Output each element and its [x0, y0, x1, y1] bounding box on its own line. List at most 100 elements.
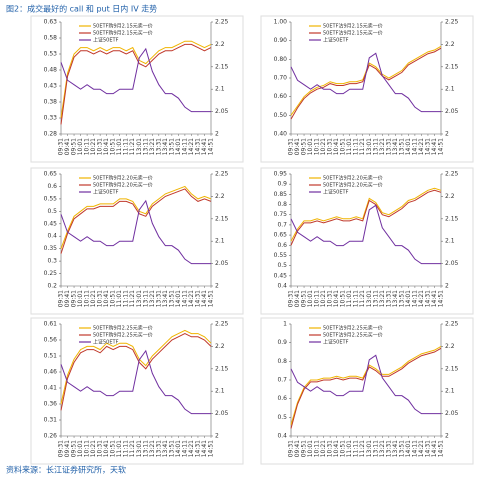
- x-tick-label: 13:21: [149, 440, 156, 457]
- x-tick-label: 11:21: [359, 290, 366, 307]
- x-tick-label: 11:01: [116, 290, 123, 307]
- x-tick-label: 11:01: [116, 440, 123, 457]
- series-line: [60, 40, 212, 119]
- panel-frame: [30, 167, 244, 315]
- y-tick-label: 0.9: [277, 339, 287, 346]
- y-tick-label: 0.58: [44, 35, 58, 42]
- legend-label: 50ETF购9月2.25元卖一价: [93, 325, 153, 332]
- x-tick-label: 14:01: [405, 290, 412, 307]
- x-tick-label: 14:41: [431, 138, 438, 155]
- x-tick-label: 14:51: [438, 138, 445, 155]
- series-line: [290, 187, 442, 242]
- x-tick-label: 14:31: [194, 138, 201, 155]
- x-tick-label: 13:51: [398, 440, 405, 457]
- legend-label: 50ETF购9月2.25元买一价: [93, 332, 153, 339]
- x-tick-label: 14:21: [418, 440, 425, 457]
- x-tick-label: 14:21: [418, 138, 425, 155]
- x-tick-label: 10:11: [314, 290, 321, 307]
- y2-tick-label: 2: [445, 283, 449, 290]
- y-tick-label: 0.4: [47, 233, 57, 240]
- y-tick-label: 0.7: [277, 377, 287, 384]
- y-tick-label: 0.6: [277, 395, 287, 402]
- x-tick-label: 11:11: [123, 290, 130, 307]
- panel-frame: [260, 15, 474, 163]
- y-tick-label: 0.55: [274, 252, 288, 259]
- y2-tick-label: 2.05: [445, 108, 459, 115]
- y-tick-label: 0.61: [44, 321, 58, 328]
- x-tick-label: 10:31: [97, 138, 104, 155]
- x-tick-label: 11:01: [346, 290, 353, 307]
- x-tick-label: 09:51: [71, 440, 78, 457]
- x-tick-label: 10:51: [340, 138, 347, 155]
- x-tick-label: 09:41: [294, 440, 301, 457]
- x-tick-label: 10:11: [84, 290, 91, 307]
- y2-tick-label: 2.2: [445, 343, 455, 350]
- y2-tick-label: 2.2: [445, 193, 455, 200]
- y-tick-label: 0.4: [277, 433, 287, 440]
- x-tick-label: 10:11: [84, 138, 91, 155]
- x-tick-label: 13:01: [366, 440, 373, 457]
- x-tick-label: 14:31: [424, 290, 431, 307]
- y-tick-label: 0.2: [47, 283, 57, 290]
- x-tick-label: 11:01: [346, 138, 353, 155]
- x-tick-label: 09:51: [71, 138, 78, 155]
- x-tick-label: 13:11: [142, 290, 149, 307]
- series-line: [60, 185, 212, 249]
- y-tick-label: 0.6: [277, 242, 287, 249]
- x-tick-label: 13:11: [142, 138, 149, 155]
- series-line: [60, 188, 212, 254]
- y-tick-label: 0.8: [277, 201, 287, 208]
- legend-label: 50ETF沽9月2.15元卖一价: [323, 23, 383, 30]
- x-tick-label: 10:31: [327, 440, 334, 457]
- x-tick-label: 10:11: [84, 440, 91, 457]
- series-line: [290, 52, 441, 113]
- x-tick-label: 13:21: [379, 290, 386, 307]
- x-tick-label: 10:51: [110, 138, 117, 155]
- y-tick-label: 1.00: [274, 19, 288, 26]
- x-tick-label: 10:21: [90, 290, 97, 307]
- legend-label: 上证50ETF: [93, 339, 119, 346]
- y-tick-label: 0.26: [44, 433, 58, 440]
- x-tick-label: 14:11: [411, 138, 418, 155]
- y-tick-label: 0.90: [274, 37, 288, 44]
- x-tick-label: 14:11: [411, 290, 418, 307]
- x-tick-label: 13:21: [379, 138, 386, 155]
- x-tick-label: 10:31: [97, 440, 104, 457]
- y-tick-label: 0.40: [274, 131, 288, 138]
- y-tick-label: 0.95: [274, 171, 288, 178]
- x-tick-label: 10:01: [307, 138, 314, 155]
- panel-frame: [30, 317, 244, 465]
- y2-tick-label: 2.1: [215, 238, 225, 245]
- legend-label: 50ETF购9月2.20元卖一价: [93, 175, 153, 182]
- y2-tick-label: 2.25: [445, 171, 459, 178]
- legend-label: 50ETF购9月2.15元卖一价: [93, 23, 153, 30]
- series-line: [290, 347, 442, 429]
- x-tick-label: 09:31: [58, 440, 65, 457]
- x-tick-label: 09:31: [58, 138, 65, 155]
- y-tick-label: 0.65: [274, 232, 288, 239]
- x-tick-label: 14:21: [188, 440, 195, 457]
- x-tick-label: 14:31: [424, 440, 431, 457]
- series-line: [290, 189, 442, 246]
- y-tick-label: 0.55: [44, 195, 58, 202]
- x-tick-label: 09:31: [58, 290, 65, 307]
- x-tick-label: 11:11: [353, 138, 360, 155]
- x-tick-label: 10:41: [103, 138, 110, 155]
- x-tick-label: 13:51: [398, 290, 405, 307]
- y-tick-label: 0.25: [44, 270, 58, 277]
- x-tick-label: 10:51: [110, 440, 117, 457]
- legend-label: 50ETF沽9月2.25元买一价: [323, 332, 383, 339]
- y-tick-label: 0.70: [274, 75, 288, 82]
- y2-tick-label: 2.25: [445, 321, 459, 328]
- y2-tick-label: 2.25: [445, 19, 459, 26]
- y-tick-label: 0.33: [44, 115, 58, 122]
- series-line: [60, 329, 212, 405]
- y2-tick-label: 2.15: [445, 63, 459, 70]
- x-tick-label: 14:41: [431, 440, 438, 457]
- x-tick-label: 10:21: [320, 138, 327, 155]
- x-tick-label: 10:01: [77, 290, 84, 307]
- x-tick-label: 13:21: [149, 138, 156, 155]
- x-tick-label: 13:31: [155, 138, 162, 155]
- x-tick-label: 09:51: [301, 440, 308, 457]
